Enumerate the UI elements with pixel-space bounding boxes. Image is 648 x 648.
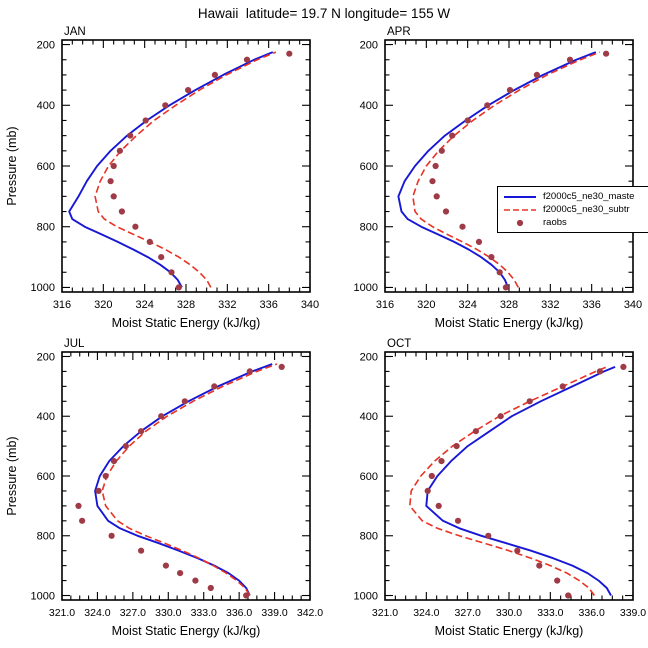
legend-label-master: f2000c5_ne30_maste bbox=[543, 191, 635, 202]
x-axis-label: Moist Static Energy (kJ/kg) bbox=[112, 316, 261, 330]
y-tick-label: 200 bbox=[360, 351, 378, 363]
legend-item-raobs: raobs bbox=[503, 217, 648, 228]
x-tick-label: 316 bbox=[53, 299, 71, 311]
y-tick-label: 800 bbox=[37, 222, 55, 234]
x-tick-label: 330.0 bbox=[496, 607, 522, 619]
panel-apr: 316 320 324 328 332 336 340 200 400 600 800 1000 APR… bbox=[354, 26, 643, 330]
y-axis-label: Pressure (mb) bbox=[5, 126, 19, 205]
x-tick-label: 332 bbox=[218, 299, 236, 311]
legend-label-raobs: raobs bbox=[543, 217, 567, 228]
series-master-line bbox=[68, 51, 274, 288]
series-master-line bbox=[425, 366, 616, 596]
x-tick-label: 336 bbox=[582, 299, 600, 311]
plot-frame bbox=[61, 39, 311, 293]
y-tick-label: 600 bbox=[360, 471, 378, 483]
panel-oct: 321.0 324.0 327.0 330.0 333.0 336.0 339.0 200 40… bbox=[354, 338, 647, 638]
legend: f2000c5_ne30_maste f2000c5_ne30_subtr ra… bbox=[497, 186, 648, 233]
y-tick-label: 600 bbox=[37, 471, 55, 483]
y-tick-label: 200 bbox=[360, 39, 378, 51]
y-tick-label: 1000 bbox=[354, 590, 378, 602]
tick-marks bbox=[384, 352, 634, 600]
legend-master-line-icon bbox=[504, 195, 536, 198]
y-tick-label: 200 bbox=[37, 351, 55, 363]
page-title: Hawaii latitude= 19.7 N longitude= 155 W bbox=[197, 6, 451, 21]
y-axis-label: Pressure (mb) bbox=[5, 436, 19, 515]
y-tick-label: 800 bbox=[360, 222, 378, 234]
series-subtro-line bbox=[409, 366, 608, 596]
series-raobs-dots bbox=[429, 50, 610, 291]
panel-jul: 321.0 324.0 327.0 330.0 333.0 336.0 339.0 342.0… bbox=[5, 338, 323, 638]
legend-item-master: f2000c5_ne30_maste bbox=[503, 191, 648, 202]
series-raobs-dots bbox=[107, 50, 293, 291]
series-master-line bbox=[397, 51, 597, 288]
x-tick-label: 342.0 bbox=[297, 607, 323, 619]
x-tick-label: 327.0 bbox=[455, 607, 481, 619]
x-tick-label: 324 bbox=[135, 299, 153, 311]
y-tick-label: 800 bbox=[37, 531, 55, 543]
y-tick-label: 400 bbox=[37, 100, 55, 112]
x-tick-label: 336 bbox=[259, 299, 277, 311]
panel-title: JUL bbox=[64, 338, 85, 350]
y-tick-label: 400 bbox=[360, 411, 378, 423]
x-tick-label: 328 bbox=[500, 299, 518, 311]
y-tick-label: 400 bbox=[37, 411, 55, 423]
y-tick-label: 600 bbox=[360, 161, 378, 173]
x-tick-label: 324.0 bbox=[413, 607, 439, 619]
x-tick-label: 340 bbox=[624, 299, 642, 311]
legend-subtro-line-icon bbox=[504, 208, 536, 211]
x-axis-label: Moist Static Energy (kJ/kg) bbox=[112, 624, 261, 638]
panel-jan: 316 320 324 328 332 336 340 200 400 600 800 1000 JAN… bbox=[5, 26, 319, 330]
x-tick-label: 330.0 bbox=[155, 607, 181, 619]
x-tick-label: 324.0 bbox=[84, 607, 110, 619]
x-tick-label: 340 bbox=[301, 299, 319, 311]
series-raobs-dots bbox=[424, 363, 627, 599]
legend-item-subtro: f2000c5_ne30_subtr bbox=[503, 204, 648, 215]
series-subtro-line bbox=[101, 363, 278, 596]
series-subtro-line bbox=[94, 51, 277, 288]
plot-frame bbox=[384, 351, 634, 601]
x-tick-label: 333.0 bbox=[191, 607, 217, 619]
y-tick-label: 1000 bbox=[31, 282, 55, 294]
y-tick-label: 1000 bbox=[31, 590, 55, 602]
legend-raobs-dot-icon bbox=[516, 219, 524, 226]
y-tick-label: 200 bbox=[37, 39, 55, 51]
x-tick-label: 339.0 bbox=[620, 607, 646, 619]
x-tick-label: 321.0 bbox=[49, 607, 75, 619]
tick-marks bbox=[61, 352, 311, 600]
y-tick-label: 600 bbox=[37, 161, 55, 173]
y-tick-label: 400 bbox=[360, 100, 378, 112]
tick-marks bbox=[384, 40, 634, 292]
plot-frame bbox=[384, 39, 634, 293]
x-tick-label: 327.0 bbox=[120, 607, 146, 619]
x-axis-label: Moist Static Energy (kJ/kg) bbox=[435, 624, 584, 638]
x-tick-label: 328 bbox=[177, 299, 195, 311]
x-tick-label: 320 bbox=[94, 299, 112, 311]
x-tick-label: 321.0 bbox=[372, 607, 398, 619]
series-raobs-dots bbox=[75, 363, 285, 599]
panel-title: OCT bbox=[387, 338, 411, 350]
panel-title: APR bbox=[387, 26, 411, 38]
panel-title: JAN bbox=[64, 26, 86, 38]
x-tick-label: 339.0 bbox=[261, 607, 287, 619]
tick-marks bbox=[61, 40, 311, 292]
series-master-line bbox=[94, 363, 273, 596]
x-axis-label: Moist Static Energy (kJ/kg) bbox=[435, 316, 584, 330]
x-tick-label: 320 bbox=[417, 299, 435, 311]
y-tick-label: 800 bbox=[360, 531, 378, 543]
x-tick-label: 332 bbox=[541, 299, 559, 311]
x-tick-label: 316 bbox=[376, 299, 394, 311]
x-tick-label: 336.0 bbox=[226, 607, 252, 619]
x-tick-label: 333.0 bbox=[537, 607, 563, 619]
y-tick-label: 1000 bbox=[354, 282, 378, 294]
x-tick-label: 336.0 bbox=[579, 607, 605, 619]
legend-label-subtro: f2000c5_ne30_subtr bbox=[543, 204, 630, 215]
series-subtro-line bbox=[412, 51, 601, 288]
x-tick-label: 324 bbox=[458, 299, 476, 311]
